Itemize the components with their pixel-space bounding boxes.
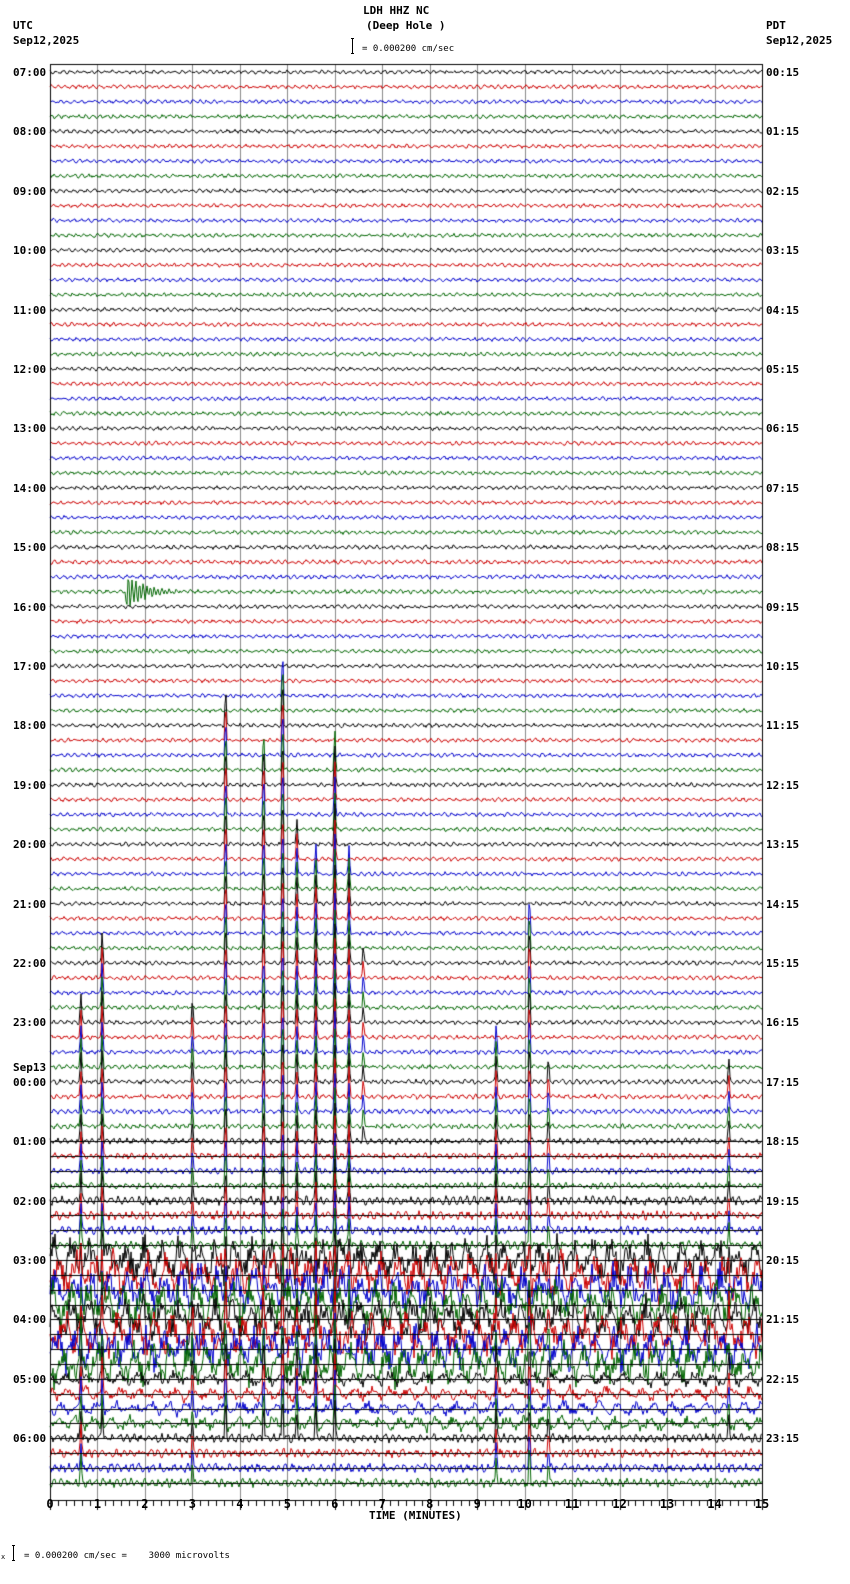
footer-prefix: x	[1, 1553, 6, 1561]
pdt-hour-label: 18:15	[766, 1135, 800, 1149]
utc-hour-label: 03:00	[13, 1254, 47, 1267]
pdt-hour-label: 14:15	[766, 897, 800, 911]
pdt-hour-label: 10:15	[766, 660, 800, 673]
utc-hour-label: 23:00	[13, 1016, 47, 1030]
utc-hour-label: 04:00	[13, 1313, 47, 1327]
x-tick-label: 11	[564, 1497, 580, 1511]
pdt-hour-label: 04:15	[766, 303, 800, 317]
pdt-hour-label: 19:15	[766, 1194, 800, 1208]
pdt-hour-label: 06:15	[766, 422, 800, 436]
pdt-hour-label: 21:15	[766, 1313, 800, 1327]
utc-hour-label: 19:00	[13, 778, 47, 792]
utc-hour-label: 09:00	[13, 184, 47, 198]
pdt-hour-label: 00:15	[766, 66, 800, 79]
pdt-hour-label: 11:15	[766, 719, 800, 733]
x-tick-label: 2	[141, 1497, 149, 1511]
pdt-hour-label: 13:15	[766, 838, 800, 852]
utc-hour-label: 11:00	[13, 303, 47, 317]
footer-scale-bar-icon	[12, 1545, 15, 1561]
date-change-label: Sep13	[13, 1060, 47, 1074]
utc-hour-label: 02:00	[13, 1194, 47, 1208]
pdt-hour-label: 02:15	[766, 184, 800, 198]
utc-hour-label: 18:00	[13, 719, 47, 733]
pdt-hour-label: 01:15	[766, 125, 800, 139]
utc-hour-label: 17:00	[13, 660, 47, 673]
pdt-hour-label: 16:15	[766, 1016, 800, 1030]
pdt-hour-label: 17:15	[766, 1075, 800, 1089]
utc-hour-label: 00:00	[13, 1075, 47, 1089]
x-tick-label: 6	[331, 1497, 339, 1511]
x-tick-label: 8	[426, 1497, 434, 1511]
x-tick-label: 4	[236, 1497, 244, 1511]
x-tick-label: 0	[46, 1497, 54, 1511]
pdt-hour-label: 07:15	[766, 481, 800, 495]
utc-hour-label: 16:00	[13, 600, 47, 614]
utc-hour-label: 05:00	[13, 1372, 47, 1386]
x-tick-label: 14	[707, 1497, 722, 1511]
pdt-hour-label: 15:15	[766, 957, 800, 970]
pdt-hour-label: 09:15	[766, 600, 800, 614]
x-tick-label: 9	[473, 1497, 481, 1511]
utc-hour-label: 15:00	[13, 541, 47, 555]
utc-hour-label: 12:00	[13, 363, 47, 376]
x-tick-label: 7	[378, 1497, 386, 1511]
utc-hour-label: 22:00	[13, 957, 47, 970]
x-tick-label: 5	[283, 1497, 291, 1511]
pdt-hour-label: 12:15	[766, 778, 800, 792]
x-tick-label: 15	[754, 1497, 770, 1511]
utc-hour-label: 14:00	[13, 481, 47, 495]
utc-hour-label: 06:00	[13, 1432, 47, 1446]
utc-hour-label: 07:00	[13, 66, 47, 79]
utc-hour-label: 21:00	[13, 897, 47, 911]
x-tick-label: 13	[659, 1497, 675, 1511]
pdt-hour-label: 08:15	[766, 541, 800, 555]
x-tick-label: 1	[93, 1497, 102, 1511]
x-axis-label: TIME (MINUTES)	[369, 1509, 462, 1522]
pdt-hour-label: 20:15	[766, 1254, 800, 1267]
x-tick-label: 10	[517, 1497, 532, 1511]
pdt-hour-label: 22:15	[766, 1372, 800, 1386]
utc-hour-label: 08:00	[13, 125, 47, 139]
footer-scale-text: = 0.000200 cm/sec = 3000 microvolts	[24, 1551, 230, 1561]
pdt-hour-label: 03:15	[766, 244, 800, 258]
utc-hour-label: 01:00	[13, 1135, 47, 1149]
utc-hour-label: 10:00	[13, 244, 47, 258]
x-tick-label: 12	[612, 1497, 627, 1511]
x-tick-label: 3	[188, 1497, 197, 1511]
pdt-hour-label: 23:15	[766, 1432, 800, 1446]
utc-hour-label: 13:00	[13, 422, 47, 436]
pdt-hour-label: 05:15	[766, 363, 800, 376]
utc-hour-label: 20:00	[13, 838, 47, 852]
